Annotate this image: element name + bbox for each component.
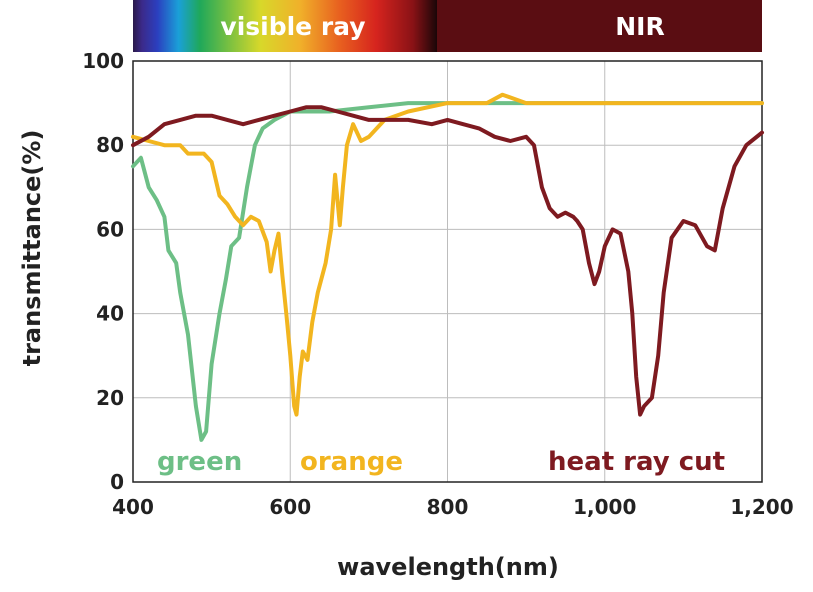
y-tick-label: 20 — [96, 386, 124, 410]
series-line-orange — [131, 92, 764, 417]
y-axis-title: transmittance(%) — [18, 130, 46, 367]
plot-frame — [132, 60, 763, 483]
x-tick-label: 400 — [112, 495, 154, 519]
annotation-orange: orange — [300, 447, 403, 477]
y-tick-label: 80 — [96, 133, 124, 157]
x-tick-label: 800 — [427, 495, 469, 519]
x-tick-label: 1,200 — [730, 495, 793, 519]
annotation-green: green — [157, 447, 242, 477]
nir-band-label: NIR — [615, 12, 664, 41]
y-tick-label: 40 — [96, 302, 124, 326]
visible-band-label: visible ray — [220, 12, 365, 41]
x-axis-ticks: 400 600 800 1,000 1,200 — [112, 495, 794, 519]
annotation-heat-ray-cut: heat ray cut — [548, 447, 725, 477]
wavelength-band: visible ray NIR — [133, 0, 762, 52]
visible-band — [133, 0, 437, 52]
series-layer — [131, 92, 764, 442]
y-axis-ticks: 0 20 40 60 80 100 — [82, 49, 124, 494]
y-tick-label: 100 — [82, 49, 124, 73]
x-axis-title: wavelength(nm) — [337, 553, 559, 581]
series-line-heat-ray-cut — [131, 105, 764, 417]
x-tick-label: 600 — [269, 495, 311, 519]
y-tick-label: 60 — [96, 217, 124, 241]
y-tick-label: 0 — [110, 470, 124, 494]
nir-band — [437, 0, 762, 52]
x-tick-label: 1,000 — [573, 495, 636, 519]
